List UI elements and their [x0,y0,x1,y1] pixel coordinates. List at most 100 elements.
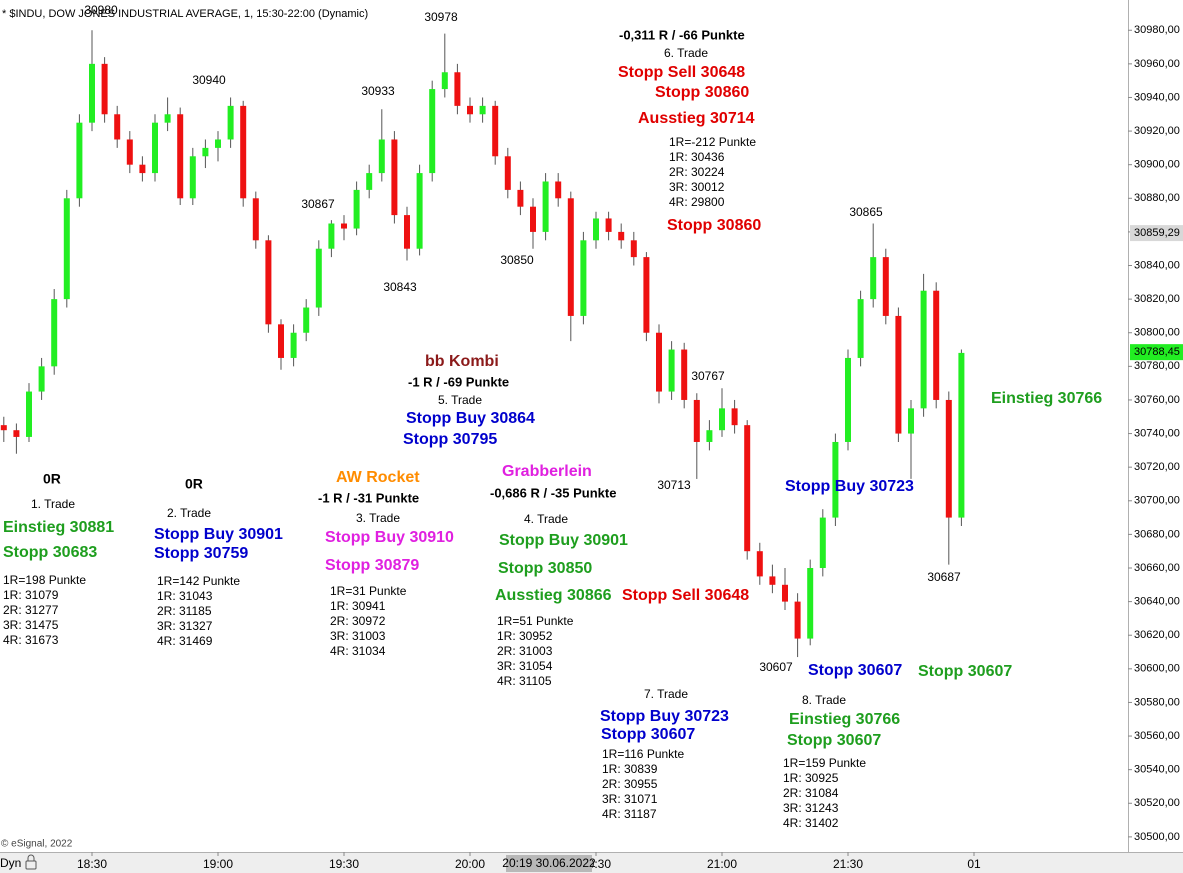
candle-body [416,173,423,249]
y-tick-label: 30640,00 [1134,596,1180,608]
candle-body [832,441,839,518]
lock-body [25,860,37,870]
candle-body [101,63,108,115]
annotation: Stopp Buy 30864 [406,410,535,427]
annotation: 2R: 30972 [330,614,386,628]
annotation: 3R: 30012 [669,180,725,194]
annotation: 2R: 31084 [783,786,839,800]
annotation: 1R: 30941 [330,599,386,613]
annotation: 3R: 31071 [602,792,658,806]
annotation: 4R: 31673 [3,633,59,647]
credit: © eSignal, 2022 [1,839,73,850]
annotation: 4R: 31034 [330,644,386,658]
candle-body [189,156,196,199]
candle-body [895,315,902,434]
candle-body [177,114,184,199]
candle-body [51,299,58,367]
annotation: 1. Trade [31,497,75,511]
x-tick-label: 21:00 [707,857,737,871]
y-tick-label: 30980,00 [1134,24,1180,36]
annotation: 1R: 31043 [157,589,213,603]
candle-body [391,139,398,216]
candle-body [126,139,133,165]
annotation: 30865 [849,205,883,219]
y-tick-label: 30820,00 [1134,293,1180,305]
y-tick-label: 30580,00 [1134,696,1180,708]
annotation: Einstieg 30766 [789,711,900,728]
x-tick-label: 01 [967,857,981,871]
candle-body [366,173,373,190]
candle-body [139,164,146,174]
y-tick-label: 30700,00 [1134,495,1180,507]
lock-icon[interactable] [25,854,37,870]
candle-body [769,576,776,585]
annotation: 1R: 30952 [497,629,553,643]
x-tick-label: 19:30 [329,857,359,871]
price-marker-label: 30859,29 [1134,227,1180,239]
candle-body [63,198,70,300]
candle-body [202,147,209,157]
annotation: 1R: 31079 [3,588,59,602]
y-tick-label: 30800,00 [1134,327,1180,339]
y-tick-label: 30940,00 [1134,91,1180,103]
candle-body [378,139,385,174]
candle-body [870,257,877,300]
candle-body [164,114,171,123]
annotation: 30867 [301,197,335,211]
annotation: Ausstieg 30866 [495,587,612,604]
candle-body [492,105,499,157]
candle-body [467,105,473,115]
annotation: Stopp 30860 [655,84,749,101]
annotation: 1R=142 Punkte [157,574,240,588]
candle-body [76,122,83,199]
annotation: 3. Trade [356,511,400,525]
annotation: 30978 [424,10,458,24]
candle-body [882,257,889,316]
candle-body [656,332,662,392]
annotation: 7. Trade [644,687,688,701]
annotation: 1R=159 Punkte [783,756,866,770]
y-tick-label: 30920,00 [1134,125,1180,137]
annotation: Stopp 30607 [787,732,881,749]
axis-mode[interactable]: Dyn [0,856,21,870]
annotation: 30843 [383,280,417,294]
candle-body [706,430,713,442]
annotation: 5. Trade [438,393,482,407]
annotation: 4R: 29800 [669,195,725,209]
candle-body [240,105,247,199]
y-tick-label: 30880,00 [1134,192,1180,204]
annotation: Grabberlein [502,463,592,480]
annotation: 2R: 31185 [157,604,212,618]
y-tick-label: 30900,00 [1134,159,1180,171]
annotation: 3R: 31327 [157,619,213,633]
annotation: Stopp 30607 [808,662,902,679]
y-tick-label: 30720,00 [1134,461,1180,473]
y-tick-label: 30600,00 [1134,663,1180,675]
candle-body [567,198,574,316]
candle-body [315,248,322,308]
lock-shackle [27,854,35,861]
annotation: Stopp Buy 30901 [499,532,628,549]
annotation: Stopp Buy 30901 [154,526,283,543]
candle-body [618,231,625,241]
price-marker [1130,344,1183,361]
annotation: 30713 [657,478,691,492]
candle-body [38,366,45,392]
candle-body [719,408,725,431]
candle-body [404,215,410,249]
candle-body [479,105,486,115]
candle-body [681,349,688,400]
candle-body [13,430,20,437]
annotation: 1R=198 Punkte [3,573,86,587]
candle-body [265,240,272,325]
candle-body [807,568,814,639]
candle-body [542,181,549,232]
candle-body [278,324,284,358]
candle-body [517,189,524,207]
annotation: 4R: 31187 [602,807,657,821]
candle-body [530,206,536,232]
candle-body [555,181,562,199]
annotation: 30767 [691,369,725,383]
candle-body [215,139,221,148]
